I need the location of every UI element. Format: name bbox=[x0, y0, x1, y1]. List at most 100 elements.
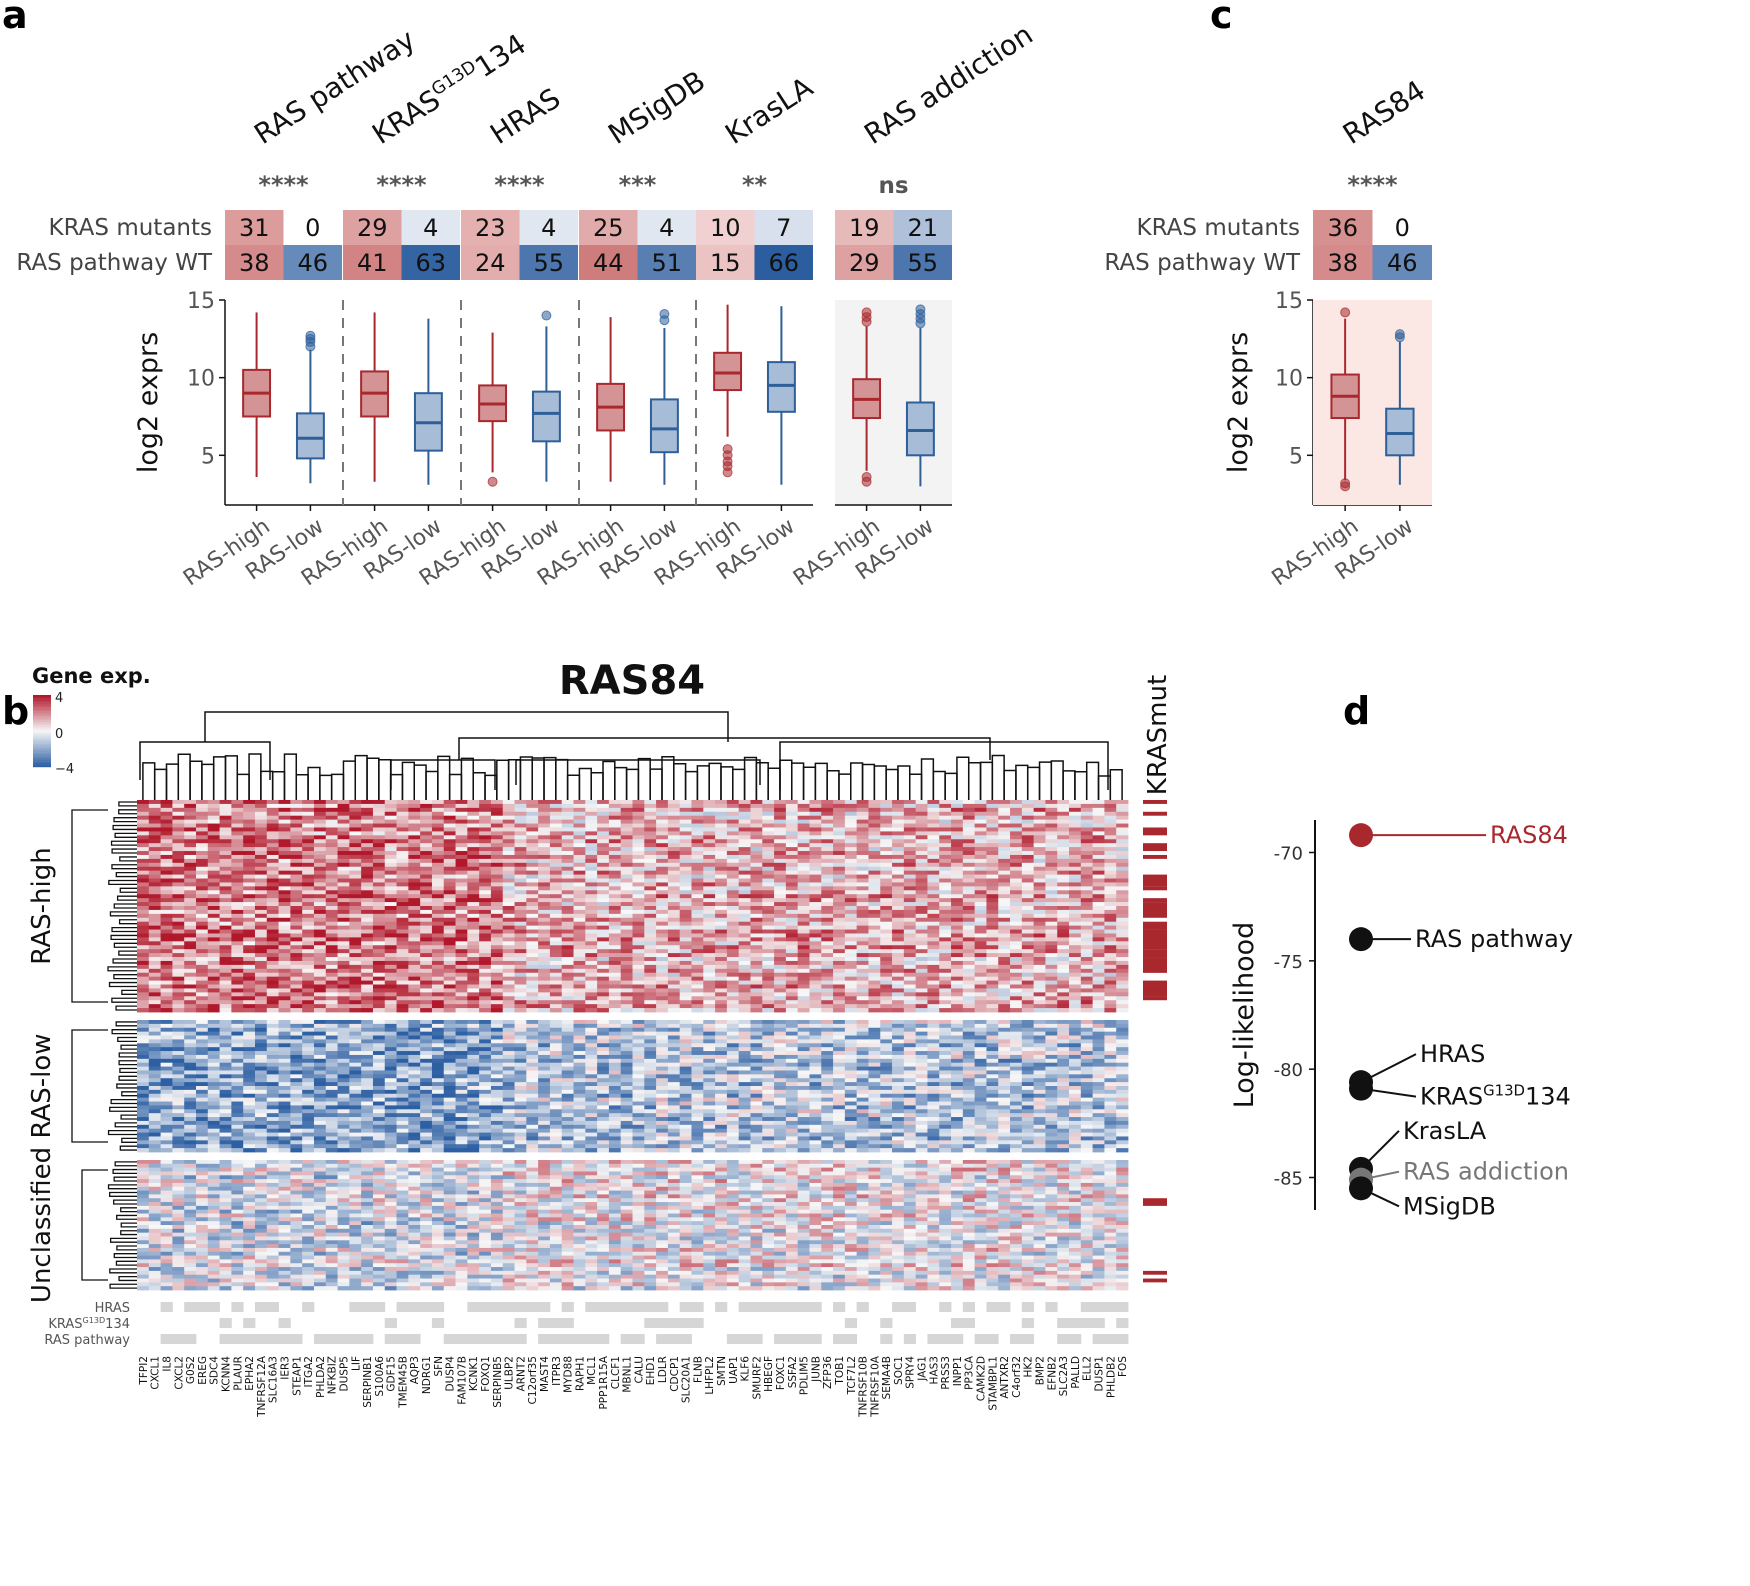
heatmap-cell bbox=[561, 807, 574, 813]
heatmap-cell bbox=[502, 839, 515, 844]
heatmap-cell bbox=[1080, 937, 1094, 942]
heatmap-cell bbox=[951, 823, 964, 828]
heatmap-cell bbox=[762, 823, 775, 828]
heatmap-cell bbox=[160, 902, 173, 907]
heatmap-cell bbox=[313, 851, 327, 856]
heatmap-cell bbox=[585, 949, 598, 954]
heatmap-cell bbox=[266, 803, 279, 809]
heatmap-cell bbox=[325, 847, 338, 852]
dendrogram-link bbox=[401, 761, 415, 800]
heatmap-cell bbox=[266, 894, 279, 899]
heatmap-cell bbox=[762, 827, 775, 832]
legend-gradient-step bbox=[33, 759, 51, 762]
heatmap-cell bbox=[372, 964, 386, 970]
heatmap-cell bbox=[443, 862, 456, 868]
dendrogram-link bbox=[236, 773, 250, 800]
heatmap-cell bbox=[538, 976, 551, 981]
heatmap-cell bbox=[502, 807, 515, 813]
heatmap-cell bbox=[243, 890, 256, 895]
heatmap-cell bbox=[420, 988, 433, 993]
heatmap-cell bbox=[1033, 866, 1046, 872]
heatmap-cell bbox=[1021, 851, 1035, 856]
heatmap-cell bbox=[703, 898, 716, 903]
heatmap-cell bbox=[372, 949, 386, 954]
krasmut-mark bbox=[1143, 800, 1167, 804]
heatmap-cell bbox=[313, 984, 327, 989]
heatmap-cell bbox=[1010, 976, 1023, 981]
dendrogram-link bbox=[116, 1083, 137, 1089]
heatmap-cell bbox=[337, 862, 350, 868]
heatmap-cell bbox=[632, 984, 645, 989]
heatmap-cell bbox=[231, 1000, 244, 1005]
heatmap-cell bbox=[479, 827, 492, 832]
heatmap-cell bbox=[1080, 811, 1094, 817]
heatmap-cell bbox=[243, 960, 256, 966]
heatmap-cell bbox=[479, 906, 492, 911]
heatmap-cell bbox=[785, 839, 799, 844]
heatmap-cell bbox=[821, 988, 834, 993]
dendrogram-link bbox=[802, 766, 817, 800]
heatmap-cell bbox=[927, 968, 940, 974]
heatmap-cell bbox=[278, 811, 291, 817]
heatmap-cell bbox=[927, 811, 940, 817]
heatmap-cell bbox=[313, 854, 327, 860]
heatmap-cell bbox=[431, 862, 445, 868]
heatmap-cell bbox=[514, 800, 527, 805]
heatmap-cell bbox=[1080, 909, 1094, 915]
heatmap-cell bbox=[785, 906, 799, 911]
heatmap-cell bbox=[903, 980, 917, 985]
heatmap-cell bbox=[384, 913, 397, 919]
heatmap-cell bbox=[656, 949, 669, 954]
heatmap-cell bbox=[325, 854, 338, 860]
heatmap-cell bbox=[986, 960, 999, 966]
heatmap-cell bbox=[137, 909, 150, 915]
heatmap-cell bbox=[467, 866, 480, 872]
heatmap-cell bbox=[774, 858, 787, 864]
heatmap-cell bbox=[290, 937, 303, 942]
heatmap-cell bbox=[750, 866, 763, 872]
heatmap-cell bbox=[573, 870, 586, 875]
heatmap-cell bbox=[278, 894, 291, 899]
heatmap-cell bbox=[939, 894, 952, 899]
heatmap-cell bbox=[408, 878, 421, 883]
heatmap-cell bbox=[502, 957, 515, 962]
heatmap-cell bbox=[195, 803, 209, 809]
heatmap-cell bbox=[384, 839, 397, 844]
heatmap-cell bbox=[1080, 882, 1094, 887]
heatmap-cell bbox=[691, 941, 704, 946]
heatmap-cell bbox=[691, 921, 704, 927]
heatmap-cell bbox=[219, 980, 232, 985]
heatmap-cell bbox=[880, 858, 893, 864]
heatmap-cell bbox=[833, 870, 846, 875]
heatmap-cell bbox=[172, 1008, 185, 1013]
heatmap-cell bbox=[644, 949, 657, 954]
heatmap-cell bbox=[620, 964, 633, 970]
dendrogram-link bbox=[779, 759, 793, 800]
heatmap-cell bbox=[325, 949, 338, 954]
heatmap-cell bbox=[278, 803, 291, 809]
box-iqr bbox=[1385, 407, 1415, 457]
signature-title: RAS addiction bbox=[858, 18, 1038, 151]
heatmap-cell bbox=[880, 1000, 893, 1005]
heatmap-cell bbox=[431, 941, 445, 946]
heatmap-cell bbox=[774, 902, 787, 907]
heatmap-cell bbox=[644, 960, 657, 966]
heatmap-cell bbox=[172, 992, 185, 997]
heatmap-cell bbox=[1033, 835, 1046, 840]
heatmap-cell bbox=[420, 972, 433, 978]
heatmap-cell bbox=[644, 1008, 657, 1013]
heatmap-cell bbox=[597, 976, 610, 981]
heatmap-cell bbox=[325, 827, 338, 832]
heatmap-cell bbox=[148, 913, 161, 919]
heatmap-cell bbox=[573, 823, 586, 828]
heatmap-cell bbox=[844, 957, 858, 962]
heatmap-cell bbox=[207, 945, 220, 950]
heatmap-cell bbox=[939, 843, 952, 848]
heatmap-cell bbox=[313, 949, 327, 954]
heatmap-cell bbox=[243, 807, 256, 813]
heatmap-cell bbox=[302, 996, 315, 1001]
heatmap-cell bbox=[467, 957, 480, 962]
dendrogram-link bbox=[720, 766, 734, 800]
heatmap-cell bbox=[785, 831, 799, 836]
heatmap-cell bbox=[361, 858, 374, 864]
